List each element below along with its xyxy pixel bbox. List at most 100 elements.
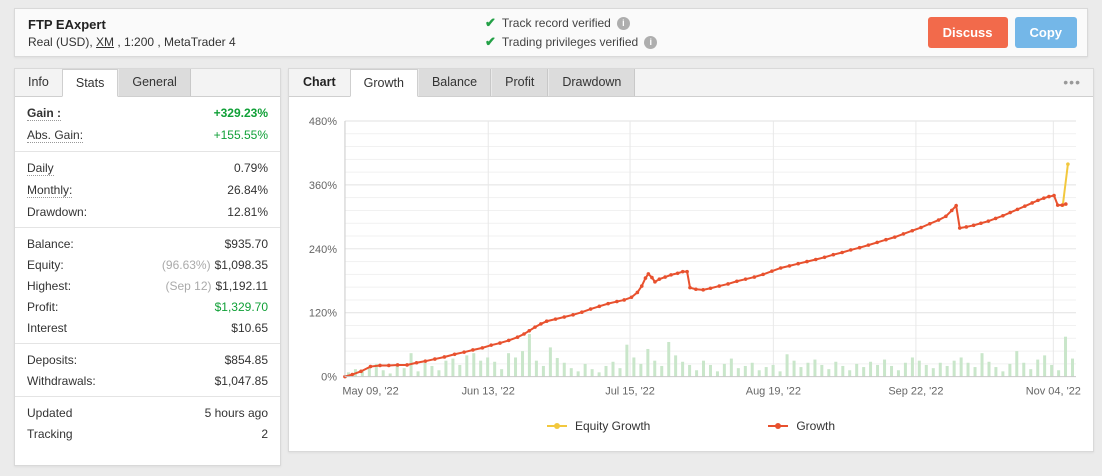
withdrawals-value: $1,047.85 bbox=[214, 374, 268, 388]
withdrawals-label: Withdrawals: bbox=[27, 374, 96, 388]
balance-label: Balance: bbox=[27, 237, 74, 251]
monthly-label[interactable]: Monthly: bbox=[27, 183, 73, 198]
daily-label[interactable]: Daily bbox=[27, 161, 54, 176]
divider bbox=[15, 396, 280, 397]
deposits-label: Deposits: bbox=[27, 353, 78, 367]
svg-text:Jul 15, '22: Jul 15, '22 bbox=[605, 386, 655, 398]
tab-profit[interactable]: Profit bbox=[491, 69, 549, 96]
updated-label: Updated bbox=[27, 406, 73, 420]
tab-general[interactable]: General bbox=[118, 69, 191, 96]
stats-rows: Gain : +329.23% Abs. Gain: +155.55% Dail… bbox=[15, 97, 280, 448]
highest-date: (Sep 12) bbox=[165, 279, 212, 293]
stat-row-gain: Gain : +329.23% bbox=[15, 102, 280, 124]
info-icon[interactable]: i bbox=[616, 16, 630, 30]
highest-value: (Sep 12) $1,192.11 bbox=[165, 279, 268, 293]
stat-row-drawdown: Drawdown: 12.81% bbox=[15, 201, 280, 222]
stat-row-abs-gain: Abs. Gain: +155.55% bbox=[15, 124, 280, 146]
balance-value: $935.70 bbox=[224, 237, 268, 251]
drawdown-label: Drawdown: bbox=[27, 205, 88, 219]
stat-row-updated: Updated 5 hours ago bbox=[15, 402, 280, 423]
check-icon: ✔ bbox=[485, 34, 496, 49]
svg-text:120%: 120% bbox=[309, 308, 337, 320]
profit-label: Profit: bbox=[27, 300, 59, 314]
tab-stats[interactable]: Stats bbox=[61, 69, 119, 97]
svg-text:May 09, '22: May 09, '22 bbox=[342, 386, 398, 398]
legend-equity-growth-label: Equity Growth bbox=[574, 418, 651, 433]
tab-info[interactable]: Info bbox=[28, 75, 49, 89]
growth-marker-icon bbox=[768, 422, 789, 429]
verification-badges: ✔ Track record verified i ✔ Trading priv… bbox=[485, 15, 658, 50]
gain-value: +329.23% bbox=[213, 106, 268, 120]
svg-text:Sep 22, '22: Sep 22, '22 bbox=[888, 386, 943, 398]
info-icon[interactable]: i bbox=[644, 35, 658, 49]
equity-percent: (96.63%) bbox=[161, 258, 211, 272]
legend-growth[interactable]: Growth bbox=[768, 419, 835, 433]
trading-privileges-verified: ✔ Trading privileges verified i bbox=[485, 34, 658, 50]
account-title: FTP EAxpert bbox=[28, 16, 106, 32]
equity-label: Equity: bbox=[27, 258, 64, 272]
chart-strip-label: Chart bbox=[303, 75, 336, 89]
highest-amount: $1,192.11 bbox=[215, 279, 269, 293]
stat-row-tracking: Tracking 2 bbox=[15, 423, 280, 444]
broker-link[interactable]: XM bbox=[96, 34, 115, 49]
stat-row-deposits: Deposits: $854.85 bbox=[15, 349, 280, 370]
svg-text:Aug 19, '22: Aug 19, '22 bbox=[746, 386, 801, 398]
divider bbox=[15, 227, 280, 228]
stat-row-profit: Profit: $1,329.70 bbox=[15, 296, 280, 317]
daily-value: 0.79% bbox=[233, 161, 268, 175]
growth-chart[interactable]: 0% 120% 240% 360% 480% May 09, '22 Jun 13, '22… bbox=[289, 97, 1093, 410]
abs-gain-label[interactable]: Abs. Gain: bbox=[27, 128, 84, 143]
stat-row-equity: Equity: (96.63%) $1,098.35 bbox=[15, 254, 280, 275]
equity-amount: $1,098.35 bbox=[214, 258, 268, 272]
account-leverage-platform: , 1:200 , MetaTrader 4 bbox=[114, 34, 236, 49]
svg-text:0%: 0% bbox=[321, 372, 337, 384]
account-subtitle: Real (USD), XM , 1:200 , MetaTrader 4 bbox=[28, 35, 485, 49]
updated-value: 5 hours ago bbox=[204, 406, 268, 420]
stat-row-balance: Balance: $935.70 bbox=[15, 233, 280, 254]
tracking-label: Tracking bbox=[27, 427, 73, 441]
deposits-value: $854.85 bbox=[224, 353, 268, 367]
svg-text:360%: 360% bbox=[309, 180, 337, 192]
svg-text:480%: 480% bbox=[309, 116, 337, 128]
abs-gain-value: +155.55% bbox=[213, 128, 268, 142]
stat-row-daily: Daily 0.79% bbox=[15, 157, 280, 179]
chart-legend: Equity Growth Growth bbox=[289, 410, 1093, 442]
equity-value: (96.63%) $1,098.35 bbox=[162, 258, 268, 272]
legend-growth-label: Growth bbox=[796, 418, 836, 433]
stat-row-monthly: Monthly: 26.84% bbox=[15, 179, 280, 201]
divider bbox=[15, 151, 280, 152]
stat-row-interest: Interest $10.65 bbox=[15, 317, 280, 338]
highest-label: Highest: bbox=[27, 279, 72, 293]
track-record-verified: ✔ Track record verified i bbox=[485, 15, 657, 31]
copy-button[interactable]: Copy bbox=[1014, 17, 1077, 48]
interest-label: Interest bbox=[27, 321, 68, 335]
check-icon: ✔ bbox=[485, 15, 496, 30]
tab-balance[interactable]: Balance bbox=[417, 69, 492, 96]
growth-chart-plot[interactable]: 0% 120% 240% 360% 480% May 09, '22 Jun 13, '22… bbox=[295, 105, 1086, 405]
interest-value: $10.65 bbox=[231, 321, 268, 335]
account-info: FTP EAxpert Real (USD), XM , 1:200 , Met… bbox=[15, 17, 485, 49]
tab-growth[interactable]: Growth bbox=[349, 69, 418, 97]
stats-panel: Info Stats General Gain : +329.23% Abs. … bbox=[14, 68, 281, 466]
monthly-value: 26.84% bbox=[227, 183, 268, 197]
tab-drawdown[interactable]: Drawdown bbox=[548, 69, 636, 96]
legend-equity-growth[interactable]: Equity Growth bbox=[546, 418, 651, 433]
svg-text:240%: 240% bbox=[309, 244, 337, 256]
drawdown-value: 12.81% bbox=[227, 205, 268, 219]
stat-row-withdrawals: Withdrawals: $1,047.85 bbox=[15, 370, 280, 391]
tracking-value: 2 bbox=[261, 427, 268, 441]
account-type: Real (USD), bbox=[28, 34, 97, 49]
track-record-verified-label: Track record verified bbox=[501, 16, 611, 30]
gain-label[interactable]: Gain : bbox=[27, 106, 62, 121]
divider bbox=[15, 343, 280, 344]
more-options-icon[interactable]: ••• bbox=[1063, 74, 1081, 90]
stat-row-highest: Highest: (Sep 12) $1,192.11 bbox=[15, 275, 280, 296]
svg-text:Nov 04, '22: Nov 04, '22 bbox=[1026, 386, 1081, 398]
header-actions: Discuss Copy bbox=[927, 17, 1087, 48]
svg-text:Jun 13, '22: Jun 13, '22 bbox=[462, 386, 515, 398]
discuss-button[interactable]: Discuss bbox=[927, 17, 1008, 48]
equity-growth-marker-icon bbox=[546, 422, 567, 429]
profit-value: $1,329.70 bbox=[214, 300, 268, 314]
stats-panel-tabs: Info Stats General bbox=[15, 69, 280, 97]
chart-panel: Chart Growth Balance Profit Drawdown •••… bbox=[288, 68, 1094, 452]
